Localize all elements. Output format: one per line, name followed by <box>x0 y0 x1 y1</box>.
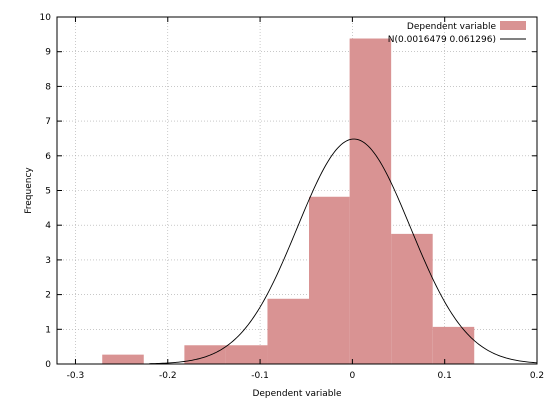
histogram-bar <box>309 196 350 364</box>
histogram-bar <box>184 345 226 364</box>
legend-curve-label: N(0.0016479 0.061296) <box>388 35 496 45</box>
histogram-bars <box>102 38 475 364</box>
axis-ticks: 0 1 2 3 4 5 6 7 8 9 10 -0.3 -0.2 -0.1 0 0.1 0.2 <box>40 13 545 381</box>
histogram-bar <box>391 233 433 364</box>
y-tick-label: 1 <box>45 325 51 335</box>
histogram-bar <box>225 345 268 364</box>
legend: Dependent variable N(0.0016479 0.061296) <box>388 21 526 45</box>
legend-histogram-swatch <box>500 21 526 30</box>
y-tick-label: 3 <box>45 256 51 266</box>
x-tick-label: 0.2 <box>530 371 544 381</box>
histogram-bar <box>102 354 144 364</box>
y-tick-label: 4 <box>45 221 51 231</box>
y-tick-label: 9 <box>45 48 51 58</box>
x-axis-label: Dependent variable <box>252 389 342 399</box>
y-tick-label: 2 <box>45 291 51 301</box>
normal-curve-layer <box>149 138 538 365</box>
histogram-bar <box>349 38 392 364</box>
histogram-bar <box>432 326 475 364</box>
x-tick-label: 0 <box>350 371 356 381</box>
legend-histogram-label: Dependent variable <box>407 22 497 32</box>
histogram-bar <box>267 298 309 364</box>
x-tick-label: -0.2 <box>159 371 177 381</box>
y-tick-label: 5 <box>45 187 51 197</box>
y-tick-label: 6 <box>45 152 51 162</box>
y-tick-label: 0 <box>45 360 51 370</box>
y-axis-label: Frequency <box>24 167 34 214</box>
y-tick-label: 10 <box>40 13 52 23</box>
y-tick-label: 7 <box>45 117 51 127</box>
x-tick-label: -0.1 <box>251 371 269 381</box>
grid-lines <box>57 17 538 364</box>
normal-curve <box>149 138 538 365</box>
x-tick-label: -0.3 <box>67 371 85 381</box>
x-tick-label: 0.1 <box>438 371 452 381</box>
y-tick-label: 8 <box>45 82 51 92</box>
